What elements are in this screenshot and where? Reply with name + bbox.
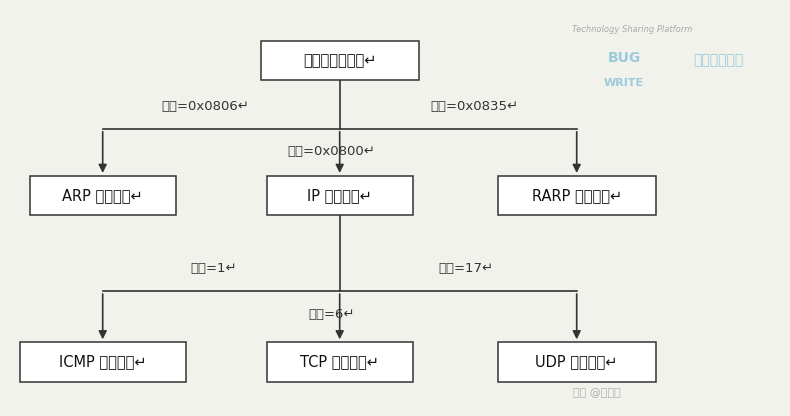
Text: 类型=0x0800↵: 类型=0x0800↵ [288, 145, 376, 158]
Text: 类型=17↵: 类型=17↵ [438, 262, 494, 275]
Text: 类型=0x0835↵: 类型=0x0835↵ [430, 99, 518, 113]
FancyBboxPatch shape [261, 40, 419, 80]
Text: 类型=1↵: 类型=1↵ [190, 262, 237, 275]
FancyBboxPatch shape [30, 176, 175, 215]
Text: WRITE: WRITE [604, 78, 644, 88]
Text: 知乎 @风采嘛: 知乎 @风采嘛 [573, 388, 620, 398]
FancyBboxPatch shape [498, 342, 656, 382]
Text: IP 包头解析↵: IP 包头解析↵ [307, 188, 372, 203]
Text: TCP 包头解析↵: TCP 包头解析↵ [300, 354, 379, 369]
Text: Technology Sharing Platform: Technology Sharing Platform [572, 25, 692, 34]
Text: BUG: BUG [608, 51, 641, 65]
Text: RARP 包头解析↵: RARP 包头解析↵ [532, 188, 622, 203]
FancyBboxPatch shape [267, 342, 412, 382]
FancyBboxPatch shape [498, 176, 656, 215]
Text: 类型=0x0806↵: 类型=0x0806↵ [161, 99, 250, 113]
FancyBboxPatch shape [20, 342, 186, 382]
Text: UDP 包头解析↵: UDP 包头解析↵ [536, 354, 618, 369]
Text: 技术共享平台: 技术共享平台 [694, 53, 744, 67]
Text: 类型=6↵: 类型=6↵ [309, 307, 355, 321]
Text: 以太网包头解析↵: 以太网包头解析↵ [303, 53, 377, 68]
Text: ARP 包头解析↵: ARP 包头解析↵ [62, 188, 143, 203]
Text: ICMP 包头解析↵: ICMP 包头解析↵ [59, 354, 146, 369]
FancyBboxPatch shape [267, 176, 412, 215]
